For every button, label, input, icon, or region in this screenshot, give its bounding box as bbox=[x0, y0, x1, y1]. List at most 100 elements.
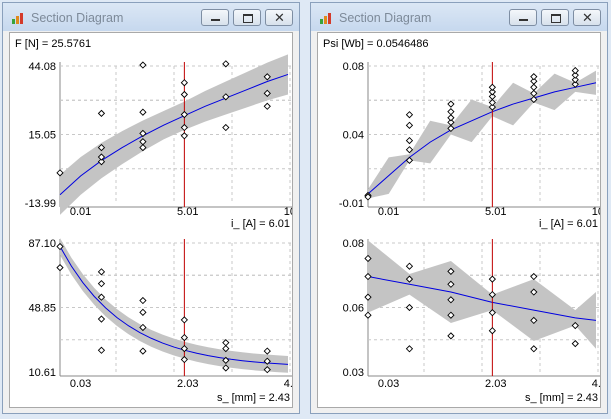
data-point bbox=[405, 156, 414, 165]
data-point bbox=[530, 73, 538, 81]
x-axis-label: i_ [A] = 6.01 bbox=[539, 218, 598, 230]
data-point bbox=[180, 333, 189, 342]
data-point bbox=[571, 71, 579, 79]
data-point bbox=[139, 308, 147, 316]
data-point bbox=[222, 123, 230, 132]
data-point bbox=[405, 275, 414, 283]
data-point bbox=[405, 136, 414, 145]
data-point bbox=[263, 73, 271, 81]
data-point bbox=[447, 124, 455, 133]
chart-s: 0.08 0.06 0.03 0.03 2.03 4.03 s_ [mm] = 2.43 bbox=[343, 238, 600, 404]
data-point bbox=[488, 98, 497, 107]
diagram-plots[interactable]: 0.080.04-0.010.015.0110.01i_ [A] = 6.010… bbox=[318, 33, 600, 407]
data-point bbox=[139, 138, 147, 146]
x-tick-label: 2.03 bbox=[177, 378, 198, 390]
y-tick-label: 48.85 bbox=[28, 303, 56, 315]
chart-i: 0.08 0.04 -0.01 0.01 5.01 10.01i_ [A] = 6.01 bbox=[339, 61, 600, 230]
data-point bbox=[97, 315, 106, 323]
data-point bbox=[222, 93, 230, 101]
data-point bbox=[139, 129, 147, 138]
data-point bbox=[447, 114, 455, 122]
data-point bbox=[530, 89, 538, 98]
confidence-band bbox=[60, 238, 288, 373]
close-button[interactable]: ✕ bbox=[573, 9, 601, 26]
data-point bbox=[97, 109, 106, 118]
close-button[interactable]: ✕ bbox=[265, 9, 293, 26]
y-tick-label: -13.99 bbox=[25, 198, 56, 210]
data-point bbox=[263, 366, 271, 374]
data-point bbox=[447, 280, 455, 288]
value-readout: Psi [Wb] = 0.0546486 bbox=[323, 38, 429, 50]
value-readout: F [N] = 25.5761 bbox=[15, 38, 92, 50]
y-tick-label: 87.10 bbox=[28, 238, 56, 250]
x-axis-label: s_ [mm] = 2.43 bbox=[217, 392, 290, 404]
data-point bbox=[180, 355, 189, 364]
y-tick-label: -0.01 bbox=[339, 198, 364, 210]
data-point bbox=[222, 344, 230, 353]
data-point bbox=[139, 108, 147, 116]
data-point bbox=[97, 153, 106, 161]
data-point bbox=[222, 364, 230, 372]
data-point bbox=[571, 80, 579, 88]
data-point bbox=[405, 121, 414, 130]
x-tick-label: 10.01 bbox=[592, 206, 600, 218]
section-diagram-window-left: Section Diagram ✕ 44.08 15.05 -13.99 0.01 5.… bbox=[2, 2, 300, 414]
x-tick-label: 0.01 bbox=[70, 206, 91, 218]
data-point bbox=[488, 309, 497, 317]
y-tick-label: 10.61 bbox=[28, 367, 56, 379]
y-tick-label: 0.04 bbox=[343, 130, 364, 142]
confidence-band bbox=[368, 70, 596, 199]
data-point bbox=[56, 169, 64, 177]
data-point bbox=[364, 293, 372, 301]
data-point bbox=[571, 76, 579, 84]
x-tick-label: 0.03 bbox=[378, 378, 399, 390]
data-point bbox=[180, 344, 189, 353]
maximize-button[interactable] bbox=[541, 9, 569, 26]
data-point bbox=[488, 88, 497, 96]
chart-app-icon bbox=[320, 13, 331, 24]
x-tick-label: 0.03 bbox=[70, 378, 91, 390]
chart-s: 87.10 48.85 10.61 0.03 2.03 4.03 s_ [mm] = 2.4… bbox=[28, 238, 292, 404]
data-point bbox=[530, 77, 538, 85]
data-point bbox=[571, 321, 579, 330]
data-point bbox=[364, 311, 372, 319]
data-point bbox=[139, 323, 147, 332]
x-axis-label: s_ [mm] = 2.43 bbox=[525, 392, 598, 404]
data-point bbox=[530, 83, 538, 91]
data-point bbox=[364, 193, 372, 201]
x-tick-label: 5.01 bbox=[485, 206, 506, 218]
data-point bbox=[139, 143, 147, 152]
data-point bbox=[97, 268, 106, 276]
diagram-plots[interactable]: 44.08 15.05 -13.99 0.01 5.01 10.01i_ [A] = 6.… bbox=[10, 33, 292, 407]
maximize-icon bbox=[243, 14, 253, 23]
data-point bbox=[447, 118, 455, 126]
data-point bbox=[488, 275, 497, 283]
title-bar[interactable]: Section Diagram ✕ bbox=[3, 3, 299, 31]
data-point bbox=[139, 296, 147, 305]
data-point bbox=[180, 316, 189, 324]
window-title: Section Diagram bbox=[339, 11, 432, 25]
data-point bbox=[447, 267, 455, 276]
data-point bbox=[405, 303, 414, 312]
title-bar[interactable]: Section Diagram ✕ bbox=[311, 3, 607, 31]
y-tick-label: 0.06 bbox=[343, 303, 364, 315]
minimize-button[interactable] bbox=[201, 9, 229, 26]
y-tick-label: 0.03 bbox=[343, 367, 364, 379]
minimize-icon bbox=[519, 19, 528, 21]
x-tick-label: 0.01 bbox=[378, 206, 399, 218]
chart-i: 44.08 15.05 -13.99 0.01 5.01 10.01i_ [A] = 6.… bbox=[25, 54, 292, 230]
data-point bbox=[56, 242, 64, 251]
x-tick-label: 4.03 bbox=[284, 378, 292, 390]
fit-curve bbox=[59, 246, 289, 365]
diagram-area: 44.08 15.05 -13.99 0.01 5.01 10.01i_ [A] = 6.… bbox=[9, 32, 293, 408]
data-point bbox=[488, 327, 497, 335]
data-point bbox=[530, 272, 538, 281]
y-tick-label: 15.05 bbox=[28, 130, 56, 142]
maximize-icon bbox=[551, 14, 561, 23]
maximize-button[interactable] bbox=[233, 9, 261, 26]
data-point bbox=[571, 339, 579, 348]
data-point bbox=[571, 66, 579, 75]
data-point bbox=[180, 90, 189, 99]
minimize-button[interactable] bbox=[509, 9, 537, 26]
confidence-band bbox=[368, 240, 596, 349]
